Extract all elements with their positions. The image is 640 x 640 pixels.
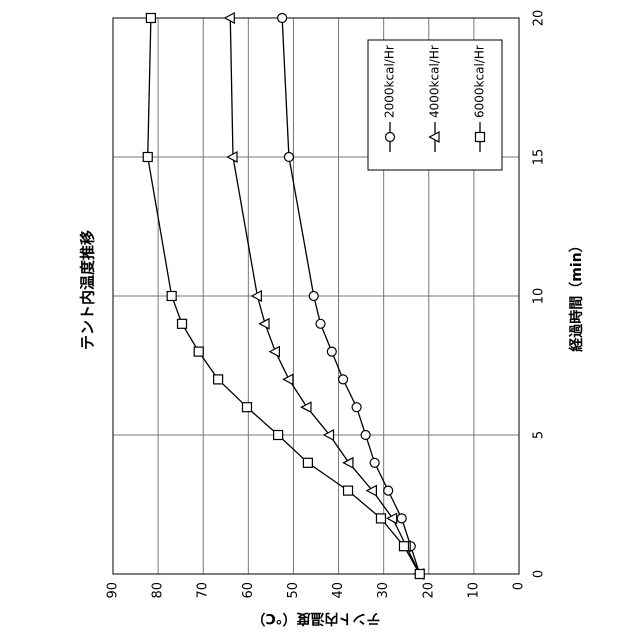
marker — [309, 292, 318, 301]
marker — [361, 431, 370, 440]
legend-label: 2000kcal/Hr — [383, 45, 397, 118]
chart: テント内温度推移 経過時間（min） テント内温度（℃） 01020304050… — [0, 0, 640, 640]
marker — [242, 403, 251, 412]
marker — [146, 14, 155, 23]
marker — [386, 133, 395, 142]
marker — [274, 431, 283, 440]
marker — [283, 374, 293, 384]
x-tick-label: 5 — [532, 431, 547, 439]
y-tick-label: 50 — [286, 582, 301, 599]
y-tick-label: 20 — [421, 582, 436, 599]
marker — [367, 486, 377, 496]
marker — [143, 153, 152, 162]
marker — [399, 542, 408, 551]
marker — [278, 14, 287, 23]
marker — [384, 486, 393, 495]
y-tick-label: 90 — [106, 582, 121, 599]
marker — [284, 153, 293, 162]
x-tick-label: 20 — [532, 10, 547, 27]
legend-label: 6000kcal/Hr — [473, 45, 487, 118]
chart-frame: テント内温度推移 経過時間（min） テント内温度（℃） 01020304050… — [79, 10, 586, 627]
marker — [316, 319, 325, 328]
marker — [225, 13, 235, 23]
marker — [370, 458, 379, 467]
marker — [178, 319, 187, 328]
marker — [301, 402, 311, 412]
y-axis-title: テント内温度（℃） — [252, 610, 381, 627]
x-tick-label: 15 — [532, 149, 547, 166]
marker — [415, 570, 424, 579]
y-tick-label: 60 — [241, 582, 256, 599]
marker — [339, 375, 348, 384]
x-tick-label: 0 — [532, 570, 547, 578]
marker — [387, 513, 397, 523]
marker — [376, 514, 385, 523]
marker — [343, 458, 353, 468]
y-tick-label: 80 — [151, 582, 166, 599]
marker — [327, 347, 336, 356]
y-tick-label: 40 — [331, 582, 346, 599]
y-tick-label: 10 — [466, 582, 481, 599]
marker — [214, 375, 223, 384]
x-tick-label: 10 — [532, 288, 547, 305]
marker — [194, 347, 203, 356]
x-axis-title: 経過時間（min） — [568, 238, 585, 351]
marker — [397, 514, 406, 523]
marker — [167, 292, 176, 301]
marker — [324, 430, 334, 440]
y-tick-label: 70 — [196, 582, 211, 599]
chart-title: テント内温度推移 — [79, 230, 97, 350]
y-tick-label: 30 — [376, 582, 391, 599]
marker — [476, 133, 485, 142]
legend-label: 4000kcal/Hr — [428, 45, 442, 118]
marker — [344, 486, 353, 495]
marker — [352, 403, 361, 412]
marker — [227, 152, 237, 162]
marker — [303, 458, 312, 467]
y-tick-label: 0 — [512, 582, 527, 590]
